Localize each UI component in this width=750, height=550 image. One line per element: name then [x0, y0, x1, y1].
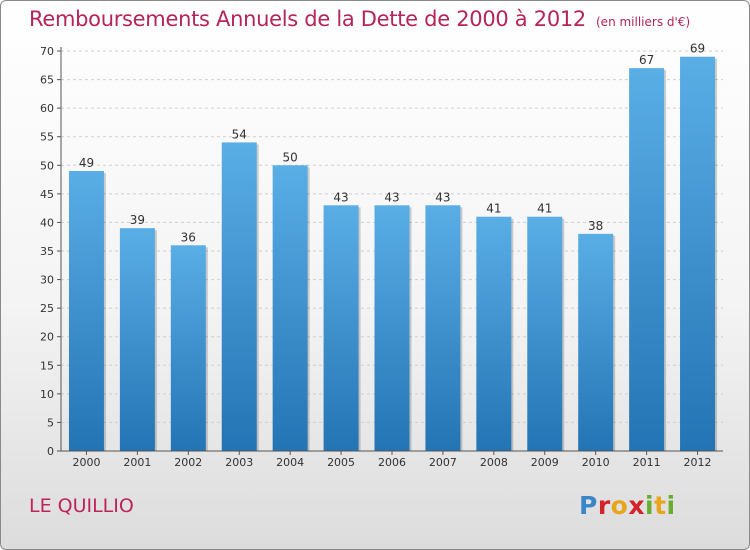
bar-2009: [527, 216, 563, 451]
x-tick-label-2010: 2010: [582, 456, 610, 469]
x-tick-label-2012: 2012: [684, 456, 712, 469]
chart-title-text: Remboursements Annuels de la Dette de 20…: [29, 7, 586, 31]
bar-2001: [119, 228, 155, 451]
data-label-2006: 43: [384, 190, 399, 204]
x-tick-label-2009: 2009: [531, 456, 559, 469]
logo-letter: t: [654, 491, 667, 520]
data-label-2009: 41: [537, 202, 552, 216]
logo-letter: i: [666, 491, 676, 520]
data-label-2011: 67: [639, 53, 654, 67]
logo-letter: x: [628, 491, 645, 520]
y-tick-label: 10: [40, 388, 54, 401]
labels: 0 5 10 15 20 25 30 35 40 45 50 55 60 65 70 49 2000 39 2001…: [40, 42, 712, 469]
x-tick-label-2006: 2006: [378, 456, 406, 469]
y-tick-label: 5: [47, 416, 54, 429]
bar-2005: [323, 205, 359, 451]
x-tick-label-2011: 2011: [633, 456, 661, 469]
bars: [68, 56, 718, 452]
y-tick-label: 15: [40, 359, 54, 372]
bar-2004: [272, 165, 308, 452]
bar-2002: [170, 245, 206, 451]
x-tick-label-2002: 2002: [174, 456, 202, 469]
y-tick-label: 65: [40, 74, 54, 87]
y-tick-label: 55: [40, 131, 54, 144]
data-label-2004: 50: [283, 150, 298, 164]
data-label-2001: 39: [130, 213, 145, 227]
y-tick-label: 60: [40, 102, 54, 115]
y-tick-label: 35: [40, 245, 54, 258]
data-label-2000: 49: [79, 156, 94, 170]
y-tick-label: 50: [40, 159, 54, 172]
y-tick-label: 45: [40, 188, 54, 201]
bar-2012: [680, 56, 716, 451]
data-label-2007: 43: [435, 190, 450, 204]
x-tick-label-2000: 2000: [72, 456, 100, 469]
y-tick-label: 20: [40, 331, 54, 344]
commune-name: LE QUILLIO: [29, 495, 134, 517]
bar-2011: [629, 68, 665, 452]
x-tick-label-2005: 2005: [327, 456, 355, 469]
logo-letter: P: [579, 491, 598, 520]
bar-2010: [578, 233, 614, 451]
y-tick-label: 0: [47, 445, 54, 458]
logo-letter: i: [645, 491, 655, 520]
chart-subtitle: (en milliers d'€): [596, 15, 691, 29]
x-tick-label-2001: 2001: [123, 456, 151, 469]
y-tick-label: 25: [40, 302, 54, 315]
y-tick-label: 40: [40, 216, 54, 229]
bar-2006: [374, 205, 410, 451]
bar-2000: [68, 171, 104, 451]
logo-letter: o: [610, 491, 629, 520]
x-tick-label-2007: 2007: [429, 456, 457, 469]
data-label-2005: 43: [333, 190, 348, 204]
bar-2003: [221, 142, 257, 451]
x-tick-label-2004: 2004: [276, 456, 304, 469]
y-tick-label: 70: [40, 45, 54, 58]
data-label-2010: 38: [588, 219, 603, 233]
chart-title: Remboursements Annuels de la Dette de 20…: [29, 7, 690, 31]
proxiti-logo: Proxiti: [579, 491, 676, 520]
bar-2007: [425, 205, 461, 451]
y-tick-label: 30: [40, 274, 54, 287]
data-label-2003: 54: [232, 127, 247, 141]
data-label-2012: 69: [690, 42, 705, 56]
axes: [57, 47, 723, 455]
data-label-2008: 41: [486, 202, 501, 216]
logo-letter: r: [597, 491, 611, 520]
bar-2008: [476, 216, 512, 451]
data-label-2002: 36: [181, 230, 196, 244]
x-tick-label-2008: 2008: [480, 456, 508, 469]
x-tick-label-2003: 2003: [225, 456, 253, 469]
